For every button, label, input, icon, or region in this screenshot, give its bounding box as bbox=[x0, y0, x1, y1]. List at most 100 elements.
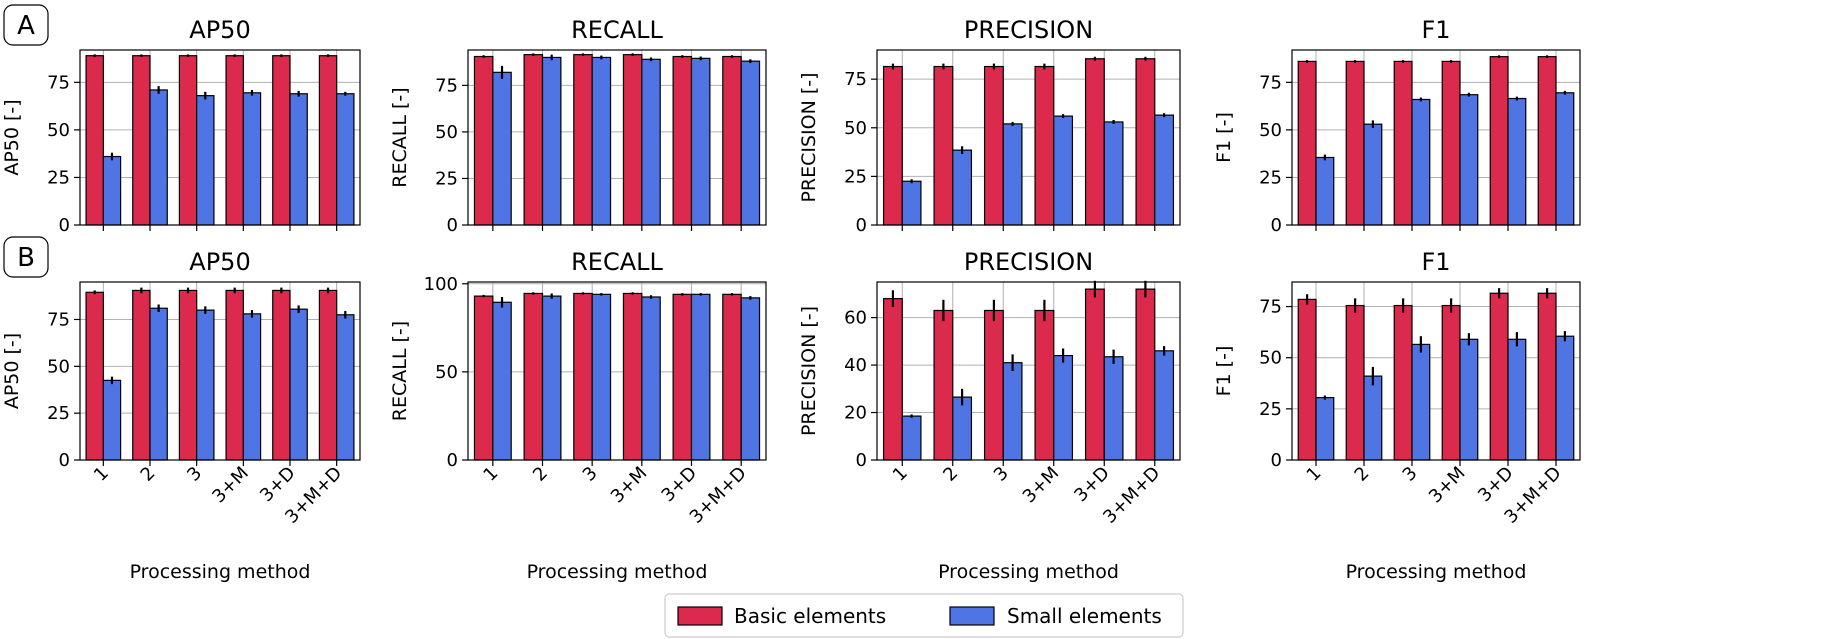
bar-small-3+M+D bbox=[1555, 335, 1575, 461]
x-tick-label: 1 bbox=[90, 463, 113, 486]
y-tick-label: 25 bbox=[1259, 399, 1282, 420]
y-tick-label: 0 bbox=[856, 215, 867, 236]
bar-small-3+D bbox=[1507, 97, 1527, 226]
x-tick-label: 3+M+D bbox=[1099, 463, 1164, 528]
bar-basic-3+D bbox=[1084, 58, 1105, 226]
bar-basic-3+M+D bbox=[1537, 292, 1557, 461]
x-tick-label: 3+M bbox=[1425, 463, 1470, 508]
bar-basic-3+D bbox=[1489, 56, 1509, 226]
legend-box bbox=[664, 593, 1184, 638]
bar-small-2 bbox=[952, 396, 973, 461]
bar-basic-3+D bbox=[672, 55, 693, 226]
bar-small-1 bbox=[492, 71, 512, 226]
chart-title: AP50 bbox=[189, 16, 250, 44]
bar-small-3+M+D bbox=[740, 297, 761, 461]
y-tick-label: 20 bbox=[844, 403, 867, 424]
bar-basic-3+D bbox=[672, 293, 693, 461]
bar-small-3+M bbox=[1053, 115, 1074, 226]
bar-small-3 bbox=[1002, 362, 1023, 461]
y-tick-label: 60 bbox=[844, 308, 867, 329]
bar-basic-1 bbox=[1297, 298, 1317, 461]
legend-swatch-small bbox=[949, 606, 995, 626]
x-tick-label: 3 bbox=[990, 463, 1013, 486]
x-tick-label: 3+M bbox=[1019, 463, 1064, 508]
bar-small-3+D bbox=[690, 57, 711, 226]
y-tick-label: 75 bbox=[435, 75, 458, 96]
y-tick-label: 75 bbox=[844, 69, 867, 90]
bar-small-2 bbox=[1363, 123, 1383, 226]
axes-frame bbox=[876, 49, 1181, 226]
panel-label-text: A bbox=[17, 11, 35, 41]
y-tick-label: 0 bbox=[856, 450, 867, 471]
y-tick-label: 40 bbox=[844, 355, 867, 376]
y-tick-label: 50 bbox=[844, 118, 867, 139]
x-tick-label: 3 bbox=[1399, 463, 1422, 486]
x-axis-label: Processing method bbox=[1346, 561, 1527, 583]
bar-small-1 bbox=[1315, 396, 1335, 461]
y-tick-label: 25 bbox=[47, 167, 70, 188]
axes-frame bbox=[1291, 281, 1581, 461]
bar-basic-2 bbox=[1345, 304, 1365, 461]
x-tick-label: 3+M bbox=[607, 463, 652, 508]
bar-small-3+M bbox=[1053, 354, 1074, 461]
y-axis-label: RECALL [-] bbox=[389, 87, 411, 187]
bar-small-1 bbox=[901, 180, 922, 226]
bar-basic-3+M bbox=[622, 54, 643, 226]
x-axis-label: Processing method bbox=[938, 561, 1119, 583]
bar-small-3 bbox=[196, 309, 215, 461]
y-tick-label: 25 bbox=[844, 166, 867, 187]
bar-basic-3+D bbox=[1489, 292, 1509, 461]
x-tick-label: 3+M bbox=[208, 463, 253, 508]
axes-frame bbox=[1291, 49, 1581, 226]
y-tick-label: 0 bbox=[1271, 450, 1282, 471]
bar-small-3 bbox=[1411, 343, 1431, 461]
bar-small-3+M+D bbox=[1555, 92, 1575, 226]
panel-label-text: B bbox=[17, 243, 35, 273]
y-tick-label: 0 bbox=[1271, 215, 1282, 236]
y-axis-label: AP50 [-] bbox=[1, 99, 23, 175]
axes-frame bbox=[79, 49, 361, 226]
chart-title: PRECISION bbox=[964, 248, 1093, 276]
bar-small-3+D bbox=[289, 308, 308, 461]
bar-small-3+D bbox=[289, 93, 308, 226]
bar-basic-1 bbox=[473, 295, 494, 461]
bar-small-3+D bbox=[690, 293, 711, 461]
bar-small-3+M+D bbox=[740, 60, 761, 226]
y-tick-label: 50 bbox=[435, 362, 458, 383]
chart-title: PRECISION bbox=[964, 16, 1093, 44]
bar-basic-1 bbox=[882, 298, 903, 461]
x-axis-label: Processing method bbox=[527, 561, 708, 583]
chart-title: F1 bbox=[1421, 16, 1450, 44]
axes-frame bbox=[467, 49, 767, 226]
x-tick-label: 2 bbox=[137, 463, 160, 486]
bar-small-3+M bbox=[1459, 338, 1479, 461]
bar-small-3 bbox=[1411, 98, 1431, 226]
chart-title: F1 bbox=[1421, 248, 1450, 276]
bar-basic-3+M bbox=[1034, 65, 1055, 226]
bar-small-3+D bbox=[1103, 121, 1124, 226]
chart-B-precision: 0 20 40 60 1 2 3 3+M 3+D3+M+D PRECISION PRECISION … bbox=[798, 248, 1181, 583]
y-tick-label: 25 bbox=[1259, 167, 1282, 188]
bar-small-1 bbox=[1315, 156, 1335, 226]
bar-small-3+M+D bbox=[1154, 350, 1175, 461]
y-tick-label: 50 bbox=[47, 120, 70, 141]
bar-small-3+M bbox=[641, 58, 661, 226]
y-tick-label: 25 bbox=[435, 168, 458, 189]
bar-basic-2 bbox=[1345, 60, 1365, 226]
chart-A-ap50: 0 25 50 75 AP50 AP50 [-] bbox=[1, 16, 361, 236]
x-tick-label: 3+D bbox=[658, 463, 701, 506]
axes-frame bbox=[79, 281, 361, 461]
bar-small-3 bbox=[196, 95, 215, 226]
y-tick-label: 0 bbox=[59, 450, 70, 471]
y-tick-label: 50 bbox=[1259, 348, 1282, 369]
y-axis-label: PRECISION [-] bbox=[798, 306, 820, 436]
bar-basic-3+M bbox=[225, 289, 244, 461]
bar-basic-3 bbox=[1393, 60, 1413, 226]
bar-small-3+M+D bbox=[1154, 114, 1175, 226]
axes-frame bbox=[876, 281, 1181, 461]
bar-basic-2 bbox=[132, 55, 151, 226]
bar-small-1 bbox=[492, 301, 512, 461]
bar-basic-3+D bbox=[1084, 288, 1105, 461]
